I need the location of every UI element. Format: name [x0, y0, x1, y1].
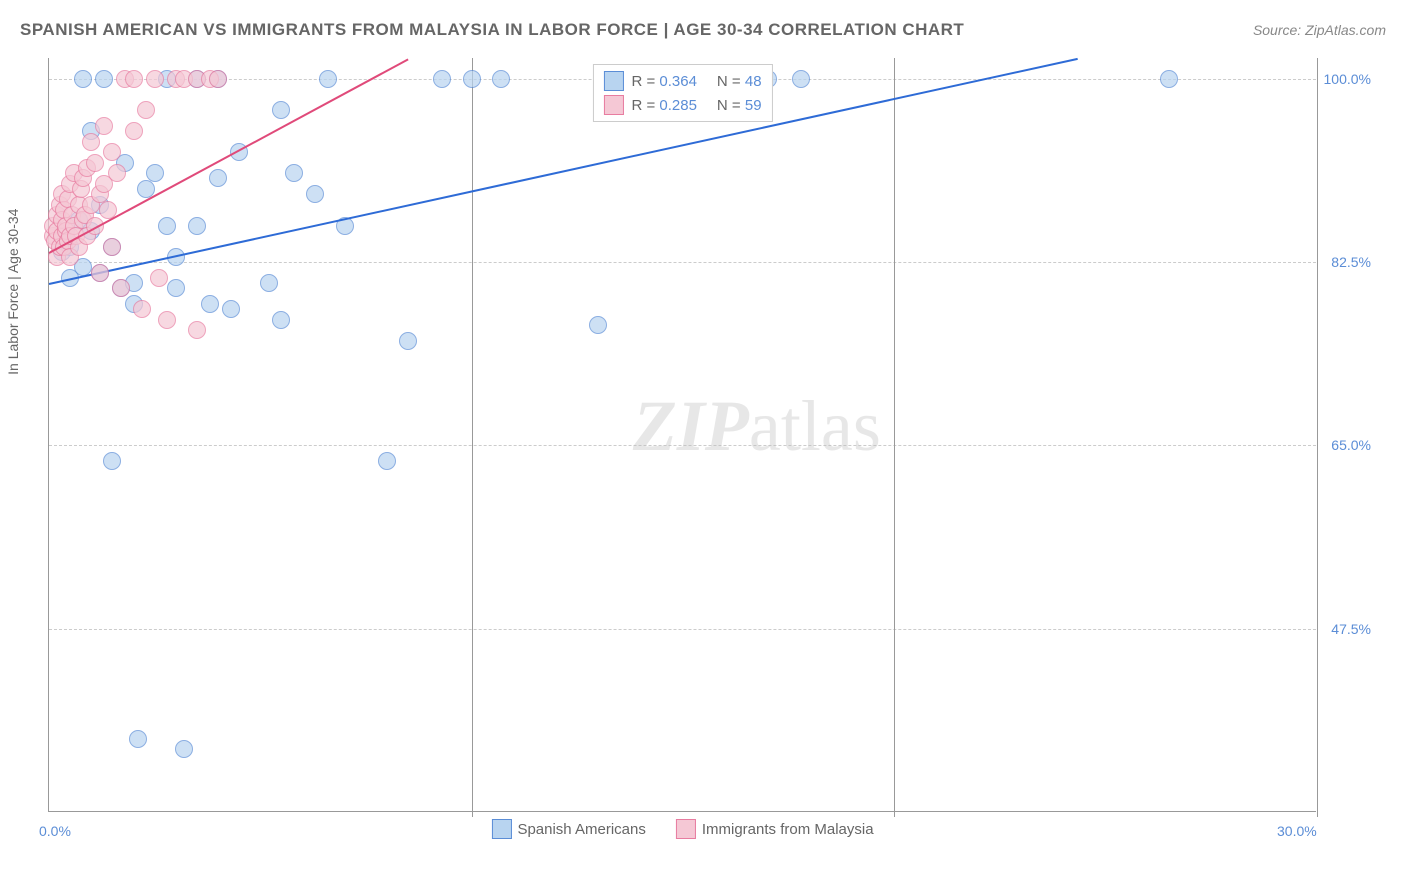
legend-r-label: R = 0.364: [631, 73, 696, 90]
data-point: [125, 122, 143, 140]
data-point: [792, 70, 810, 88]
legend-r-value: 0.364: [659, 73, 697, 90]
data-point: [137, 101, 155, 119]
data-point: [188, 321, 206, 339]
data-point: [319, 70, 337, 88]
data-point: [86, 154, 104, 172]
data-point: [222, 300, 240, 318]
data-point: [158, 311, 176, 329]
chart-title: SPANISH AMERICAN VS IMMIGRANTS FROM MALA…: [20, 20, 964, 40]
data-point: [1160, 70, 1178, 88]
data-point: [82, 133, 100, 151]
legend-swatch: [676, 819, 696, 839]
data-point: [272, 101, 290, 119]
gridline: [49, 629, 1316, 630]
y-tick-label: 47.5%: [1331, 621, 1371, 637]
vgridline: [1317, 58, 1318, 817]
legend-series-name: Spanish Americans: [517, 821, 645, 838]
data-point: [129, 730, 147, 748]
data-point: [209, 169, 227, 187]
watermark: ZIPatlas: [633, 385, 881, 468]
data-point: [167, 279, 185, 297]
gridline: [49, 262, 1316, 263]
data-point: [285, 164, 303, 182]
y-tick-label: 65.0%: [1331, 437, 1371, 453]
data-point: [272, 311, 290, 329]
data-point: [209, 70, 227, 88]
data-point: [433, 70, 451, 88]
data-point: [188, 217, 206, 235]
series-legend: Spanish Americans Immigrants from Malaysi…: [491, 819, 873, 839]
data-point: [463, 70, 481, 88]
legend-n-label: N = 59: [717, 97, 762, 114]
data-point: [306, 185, 324, 203]
legend-row: R = 0.364 N = 48: [603, 69, 761, 93]
vgridline: [472, 58, 473, 817]
chart-container: In Labor Force | Age 30-34 ZIPatlas R = …: [48, 58, 1376, 842]
correlation-legend: R = 0.364 N = 48 R = 0.285 N = 59: [592, 64, 772, 122]
data-point: [399, 332, 417, 350]
legend-series-item: Spanish Americans: [491, 819, 645, 839]
legend-n-value: 48: [745, 73, 762, 90]
chart-header: SPANISH AMERICAN VS IMMIGRANTS FROM MALA…: [20, 20, 1386, 40]
y-tick-label: 100.0%: [1324, 71, 1371, 87]
plot-area: ZIPatlas R = 0.364N = 48R = 0.285N = 59 …: [48, 58, 1316, 812]
data-point: [589, 316, 607, 334]
y-axis-label: In Labor Force | Age 30-34: [5, 209, 21, 375]
legend-n-value: 59: [745, 97, 762, 114]
data-point: [158, 217, 176, 235]
data-point: [125, 70, 143, 88]
gridline: [49, 445, 1316, 446]
trend-line: [49, 58, 1078, 285]
data-point: [150, 269, 168, 287]
legend-r-value: 0.285: [659, 97, 697, 114]
legend-n-label: N = 48: [717, 73, 762, 90]
data-point: [95, 117, 113, 135]
data-point: [91, 264, 109, 282]
data-point: [492, 70, 510, 88]
data-point: [146, 70, 164, 88]
data-point: [260, 274, 278, 292]
data-point: [112, 279, 130, 297]
legend-swatch: [603, 71, 623, 91]
legend-series-name: Immigrants from Malaysia: [702, 821, 874, 838]
data-point: [103, 143, 121, 161]
data-point: [108, 164, 126, 182]
x-tick-label: 0.0%: [39, 823, 71, 839]
data-point: [201, 295, 219, 313]
legend-swatch: [491, 819, 511, 839]
legend-row: R = 0.285 N = 59: [603, 93, 761, 117]
legend-series-item: Immigrants from Malaysia: [676, 819, 874, 839]
legend-swatch: [603, 95, 623, 115]
data-point: [103, 452, 121, 470]
data-point: [74, 70, 92, 88]
chart-source: Source: ZipAtlas.com: [1253, 22, 1386, 38]
data-point: [175, 740, 193, 758]
data-point: [146, 164, 164, 182]
data-point: [103, 238, 121, 256]
y-tick-label: 82.5%: [1331, 254, 1371, 270]
legend-r-label: R = 0.285: [631, 97, 696, 114]
data-point: [95, 70, 113, 88]
data-point: [378, 452, 396, 470]
data-point: [133, 300, 151, 318]
vgridline: [894, 58, 895, 817]
x-tick-label: 30.0%: [1277, 823, 1317, 839]
